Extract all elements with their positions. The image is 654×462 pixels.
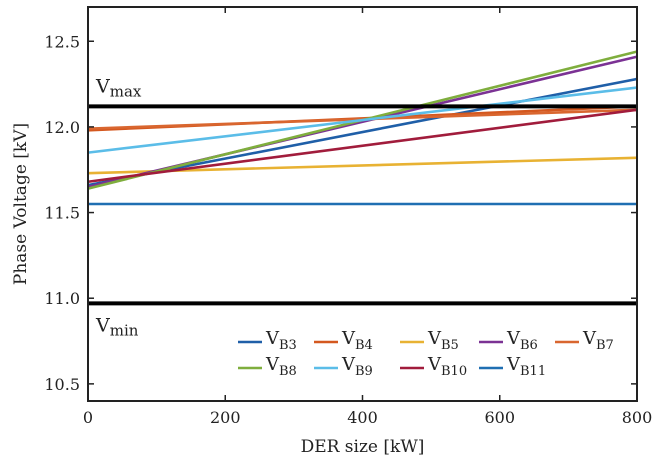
x-tick-label: 800 xyxy=(622,408,653,427)
legend-label-b11: VB11 xyxy=(506,354,546,379)
legend-label-b3: VB3 xyxy=(265,328,297,353)
legend-label-b8: VB8 xyxy=(265,354,297,379)
x-tick-label: 0 xyxy=(83,408,93,427)
series-lines xyxy=(87,50,638,206)
legend-label-b5: VB5 xyxy=(427,328,459,353)
x-tick-label: 400 xyxy=(347,408,378,427)
v-min-label: Vmin xyxy=(95,314,139,339)
v-max-label: Vmax xyxy=(95,75,142,100)
y-tick-label: 12.5 xyxy=(44,32,80,51)
y-tick-label: 12.0 xyxy=(44,118,80,137)
legend: VB3 VB4 VB5 VB6 VB7 VB8 VB9 VB10 VB11 xyxy=(238,328,614,379)
y-axis-label: Phase Voltage [kV] xyxy=(11,123,31,285)
legend-label-b6: VB6 xyxy=(506,328,538,353)
legend-label-b9: VB9 xyxy=(341,354,373,379)
series-line-b10 xyxy=(87,108,638,184)
series-line-b9 xyxy=(87,86,638,154)
plot-frame xyxy=(87,6,638,402)
legend-label-b4: VB4 xyxy=(341,328,373,353)
legend-label-b7: VB7 xyxy=(582,328,614,353)
reference-lines: Vmax Vmin xyxy=(88,75,637,339)
series-line-b3 xyxy=(87,77,638,187)
x-axis-label: DER size [kW] xyxy=(301,437,425,457)
y-tick-label: 10.5 xyxy=(44,375,80,394)
x-tick-label: 200 xyxy=(210,408,241,427)
y-tick-label: 11.0 xyxy=(44,289,80,308)
legend-label-b10: VB10 xyxy=(427,354,467,379)
y-tick-label: 11.5 xyxy=(44,204,80,223)
x-tick-label: 600 xyxy=(484,408,515,427)
